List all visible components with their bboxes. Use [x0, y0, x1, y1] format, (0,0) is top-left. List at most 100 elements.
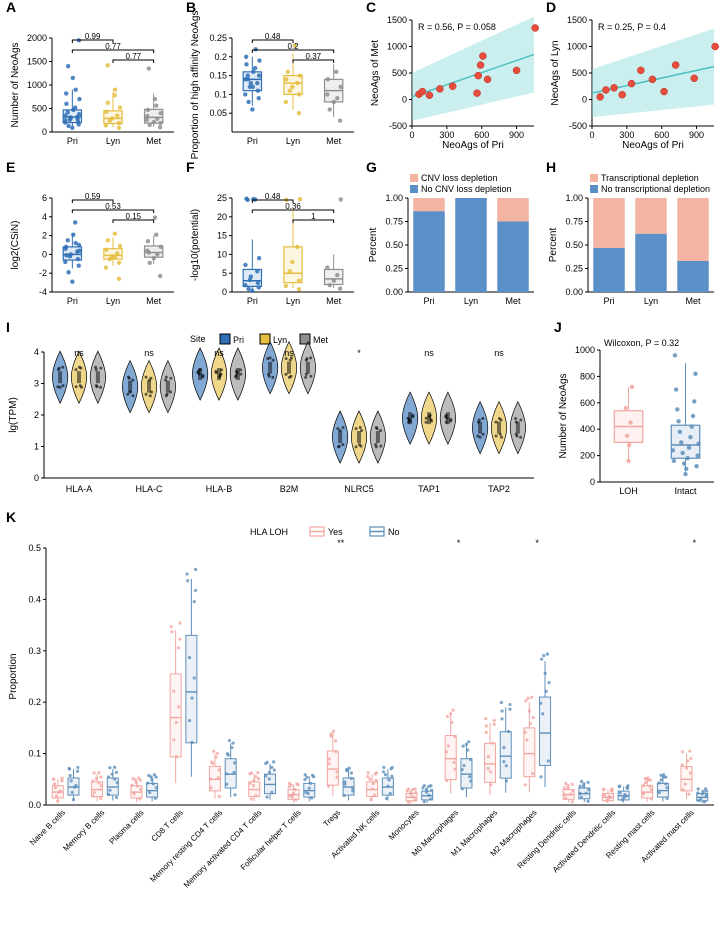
svg-text:600: 600: [654, 130, 669, 140]
svg-text:Tregs: Tregs: [322, 808, 343, 829]
svg-text:Memory B cells: Memory B cells: [61, 808, 106, 853]
svg-text:Memory resting CD4 T cells: Memory resting CD4 T cells: [148, 808, 224, 884]
svg-text:600: 600: [580, 398, 595, 408]
svg-text:1000: 1000: [567, 42, 587, 52]
svg-text:Monocytes: Monocytes: [387, 808, 421, 842]
svg-text:1000: 1000: [27, 80, 47, 90]
svg-text:0.50: 0.50: [385, 240, 403, 250]
svg-text:Met: Met: [505, 296, 521, 306]
svg-text:900: 900: [689, 130, 704, 140]
svg-text:Number of NeoAgs: Number of NeoAgs: [10, 42, 21, 127]
svg-text:0.4: 0.4: [28, 594, 41, 604]
svg-text:0.50: 0.50: [565, 240, 583, 250]
svg-text:-log10(potential): -log10(potential): [190, 209, 201, 281]
svg-text:NeoAgs of Pri: NeoAgs of Pri: [622, 140, 684, 151]
svg-text:No: No: [388, 527, 400, 537]
svg-text:TAP2: TAP2: [488, 484, 510, 494]
svg-text:0.05: 0.05: [209, 108, 227, 118]
svg-text:0.15: 0.15: [126, 212, 142, 221]
svg-text:0.2: 0.2: [28, 697, 41, 707]
svg-text:Yes: Yes: [328, 527, 343, 537]
svg-text:0.1: 0.1: [28, 749, 41, 759]
svg-text:0: 0: [222, 287, 227, 297]
svg-text:1000: 1000: [575, 345, 595, 355]
svg-text:**: **: [337, 538, 345, 548]
svg-text:Met: Met: [326, 296, 342, 306]
svg-text:HLA-B: HLA-B: [206, 484, 233, 494]
svg-text:Percent: Percent: [368, 228, 379, 263]
svg-text:No CNV loss depletion: No CNV loss depletion: [421, 184, 512, 194]
svg-text:Met: Met: [326, 136, 342, 146]
svg-text:1500: 1500: [27, 57, 47, 67]
svg-text:Pri: Pri: [247, 296, 258, 306]
svg-text:*: *: [693, 538, 697, 548]
svg-text:Number of NeoAgs: Number of NeoAgs: [558, 373, 569, 458]
svg-text:4: 4: [34, 347, 39, 357]
svg-text:0: 0: [34, 473, 39, 483]
svg-text:Naive B cells: Naive B cells: [28, 808, 67, 847]
svg-text:800: 800: [580, 371, 595, 381]
svg-text:0.53: 0.53: [105, 202, 121, 211]
svg-text:400: 400: [580, 424, 595, 434]
svg-text:CNV loss depletion: CNV loss depletion: [421, 173, 498, 183]
svg-text:20: 20: [217, 212, 227, 222]
svg-text:6: 6: [42, 193, 47, 203]
svg-text:0: 0: [402, 95, 407, 105]
svg-text:NeoAgs of Pri: NeoAgs of Pri: [442, 140, 504, 151]
svg-text:ns: ns: [284, 348, 294, 358]
svg-text:HLA-C: HLA-C: [135, 484, 163, 494]
svg-text:HLA LOH: HLA LOH: [250, 527, 288, 537]
svg-text:Lyn: Lyn: [644, 296, 658, 306]
svg-text:0: 0: [409, 130, 414, 140]
svg-text:500: 500: [572, 68, 587, 78]
svg-text:900: 900: [509, 130, 524, 140]
svg-text:Met: Met: [685, 296, 701, 306]
svg-text:Plasma cells: Plasma cells: [108, 808, 146, 846]
svg-text:Lyn: Lyn: [273, 335, 287, 345]
svg-text:Lyn: Lyn: [464, 296, 478, 306]
svg-text:NeoAgs of Met: NeoAgs of Met: [370, 40, 381, 106]
svg-text:*: *: [357, 348, 361, 358]
svg-text:0.25: 0.25: [565, 264, 583, 274]
svg-text:600: 600: [474, 130, 489, 140]
svg-text:1500: 1500: [567, 15, 587, 25]
svg-text:2: 2: [42, 231, 47, 241]
panel-label: E: [6, 159, 15, 175]
svg-text:Proportion: Proportion: [8, 653, 19, 699]
svg-text:Pri: Pri: [247, 136, 258, 146]
svg-text:Pri: Pri: [424, 296, 435, 306]
svg-text:Intact: Intact: [674, 486, 697, 496]
svg-text:K: K: [6, 509, 16, 525]
svg-text:500: 500: [32, 104, 47, 114]
svg-text:lg(TPM): lg(TPM): [8, 397, 19, 433]
svg-text:HLA-A: HLA-A: [66, 484, 93, 494]
panel-label: F: [186, 159, 195, 175]
svg-text:2000: 2000: [27, 33, 47, 43]
svg-text:ns: ns: [214, 348, 224, 358]
svg-text:10: 10: [217, 249, 227, 259]
svg-text:300: 300: [619, 130, 634, 140]
svg-text:Percent: Percent: [548, 228, 559, 263]
svg-text:-2: -2: [39, 268, 47, 278]
svg-text:C: C: [366, 0, 376, 15]
svg-text:D: D: [546, 0, 556, 15]
svg-text:0.2: 0.2: [214, 52, 227, 62]
svg-text:500: 500: [392, 68, 407, 78]
svg-text:1: 1: [311, 212, 316, 221]
svg-text:Memory activated CD4 T cells: Memory activated CD4 T cells: [182, 808, 264, 890]
svg-text:Met: Met: [146, 136, 162, 146]
svg-text:0.5: 0.5: [28, 543, 41, 553]
svg-text:R = 0.25, P = 0.4: R = 0.25, P = 0.4: [598, 22, 666, 32]
svg-text:0.77: 0.77: [126, 52, 142, 61]
svg-text:ns: ns: [494, 348, 504, 358]
svg-text:0.99: 0.99: [85, 32, 101, 41]
svg-text:*: *: [457, 538, 461, 548]
svg-text:Pri: Pri: [67, 296, 78, 306]
svg-text:0: 0: [589, 130, 594, 140]
svg-text:B2M: B2M: [280, 484, 299, 494]
svg-text:0.3: 0.3: [28, 646, 41, 656]
svg-text:0.1: 0.1: [214, 89, 227, 99]
svg-text:-500: -500: [569, 121, 587, 131]
svg-text:0: 0: [42, 249, 47, 259]
svg-text:Lyn: Lyn: [286, 296, 300, 306]
